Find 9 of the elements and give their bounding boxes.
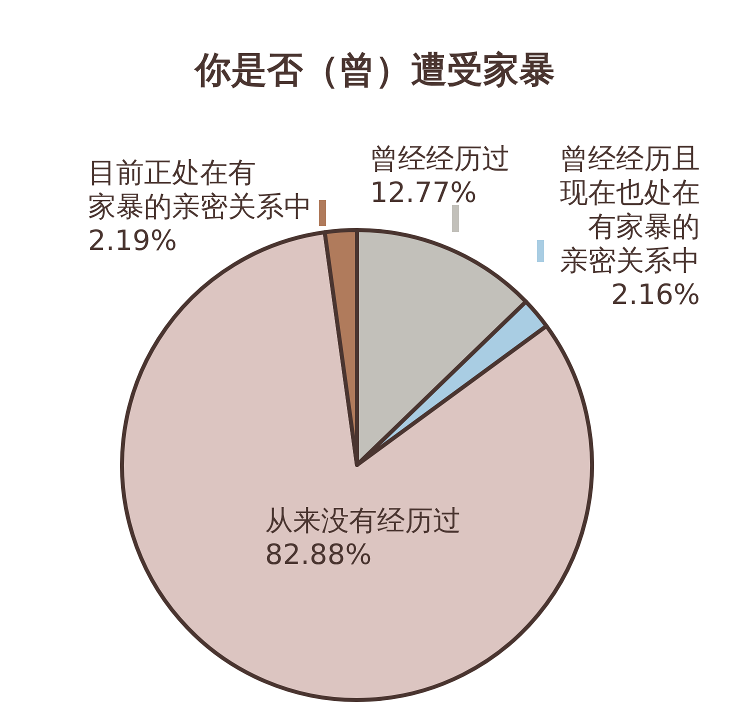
data-label: 2.16%	[611, 278, 700, 311]
data-label: 2.19%	[88, 224, 177, 257]
slice-label: 曾经经历且现在也处在有家暴的亲密关系中	[560, 142, 700, 277]
slice-label: 曾经经历过	[370, 142, 510, 175]
slice-label: 目前正处在有家暴的亲密关系中	[88, 156, 312, 223]
data-label: 12.77%	[370, 176, 477, 209]
chart-title: 你是否（曾）遭受家暴	[193, 50, 555, 91]
slice-label: 从来没有经历过	[265, 504, 461, 537]
data-label: 82.88%	[265, 538, 372, 571]
